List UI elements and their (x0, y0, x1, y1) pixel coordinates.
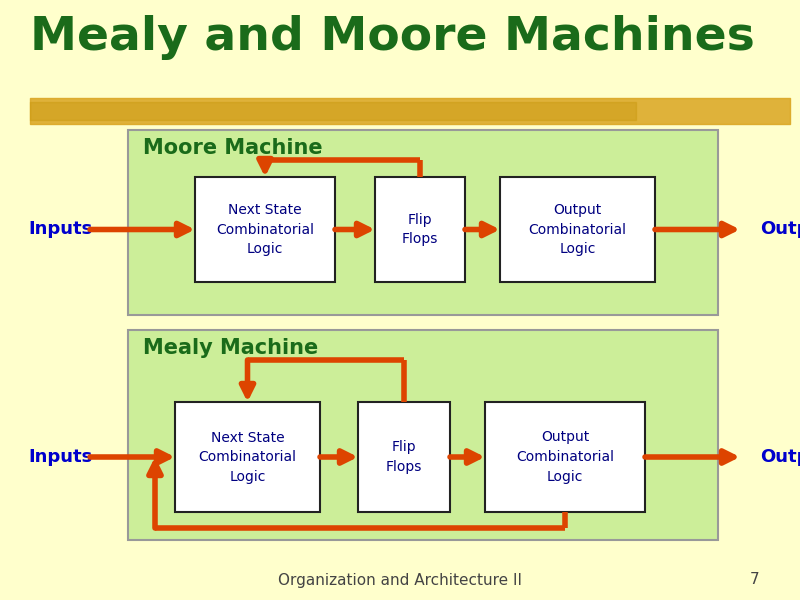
Text: Output
Combinatorial
Logic: Output Combinatorial Logic (516, 431, 614, 484)
Text: 7: 7 (750, 572, 760, 587)
Bar (195, 177, 335, 282)
Text: Organization and Architecture II: Organization and Architecture II (278, 572, 522, 587)
Text: Output
Combinatorial
Logic: Output Combinatorial Logic (529, 203, 626, 256)
Bar (358, 402, 450, 512)
Text: Moore Machine: Moore Machine (143, 138, 322, 158)
Text: Flip
Flops: Flip Flops (402, 213, 438, 246)
Text: Outputs: Outputs (760, 448, 800, 466)
Text: Next State
Combinatorial
Logic: Next State Combinatorial Logic (216, 203, 314, 256)
Bar (375, 177, 465, 282)
Bar (485, 402, 645, 512)
Bar (128, 330, 718, 540)
Text: Mealy and Moore Machines: Mealy and Moore Machines (30, 15, 755, 60)
Text: Flip
Flops: Flip Flops (386, 440, 422, 474)
Text: Inputs: Inputs (28, 448, 92, 466)
Text: Outputs: Outputs (760, 220, 800, 238)
Bar (128, 130, 718, 315)
Text: Inputs: Inputs (28, 220, 92, 238)
Bar (175, 402, 320, 512)
Text: Mealy Machine: Mealy Machine (143, 338, 318, 358)
Bar (500, 177, 655, 282)
Text: Next State
Combinatorial
Logic: Next State Combinatorial Logic (198, 431, 297, 484)
